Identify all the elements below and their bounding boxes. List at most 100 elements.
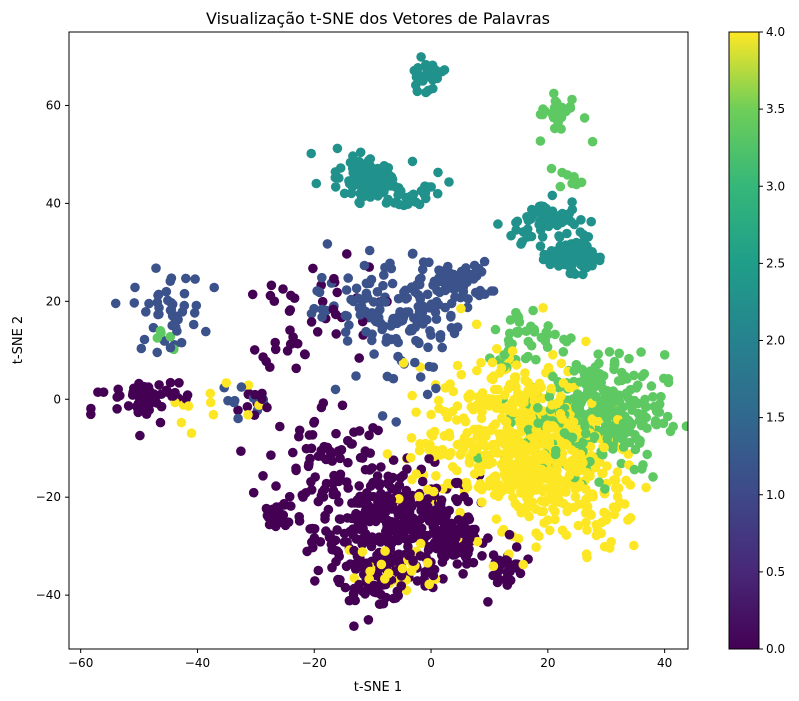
scatter-point [456, 369, 467, 380]
scatter-point [581, 484, 591, 495]
scatter-point [624, 353, 634, 364]
scatter-point [600, 484, 610, 494]
scatter-point [403, 541, 413, 552]
scatter-point [633, 398, 643, 409]
scatter-point [152, 333, 163, 343]
scatter-point [414, 199, 425, 210]
scatter-point [342, 336, 353, 346]
scatter-point [466, 437, 477, 448]
scatter-point [596, 528, 607, 539]
scatter-point [358, 523, 368, 534]
scatter-point [383, 471, 394, 482]
chart-title: Visualização t-SNE dos Vetores de Palavr… [206, 9, 550, 28]
scatter-point [344, 320, 354, 330]
x-tick-label: 20 [540, 656, 555, 670]
scatter-point [472, 400, 483, 410]
scatter-point [581, 428, 591, 439]
scatter-point [162, 387, 172, 397]
scatter-point [190, 274, 200, 284]
scatter-point [638, 418, 648, 429]
scatter-point [221, 378, 232, 388]
scatter-point [306, 148, 317, 159]
scatter-point [531, 354, 541, 365]
scatter-point [375, 318, 386, 328]
scatter-point [598, 371, 609, 381]
scatter-point [525, 409, 536, 420]
scatter-point [233, 413, 243, 424]
scatter-point [415, 514, 426, 525]
scatter-point [400, 534, 411, 544]
scatter-point [494, 574, 505, 585]
scatter-point [176, 417, 187, 428]
scatter-point [325, 453, 335, 463]
scatter-point [165, 377, 176, 388]
scatter-point [575, 449, 586, 460]
scatter-point [266, 450, 276, 461]
scatter-point [294, 425, 305, 436]
scatter-point [152, 347, 162, 358]
scatter-point [461, 263, 471, 273]
x-tick-label: 0 [427, 656, 435, 670]
x-axis-label: t-SNE 1 [354, 680, 402, 695]
scatter-point [355, 147, 366, 158]
scatter-point [529, 324, 539, 335]
scatter-point [343, 483, 354, 493]
scatter-point [413, 63, 423, 73]
scatter-point [690, 417, 700, 427]
scatter-point [578, 229, 588, 240]
scatter-point [576, 465, 587, 476]
scatter-point [284, 491, 295, 502]
scatter-point [442, 412, 453, 423]
scatter-point [410, 357, 420, 368]
scatter-point [189, 308, 200, 318]
y-axis-label: t-SNE 2 [11, 316, 26, 364]
scatter-point [355, 310, 366, 320]
scatter-point [373, 508, 383, 518]
scatter-point [548, 371, 558, 382]
scatter-point [305, 524, 315, 534]
scatter-point [541, 203, 551, 214]
scatter-point [517, 406, 528, 417]
y-tick-label: 40 [46, 196, 61, 210]
scatter-point [547, 400, 557, 410]
scatter-point [354, 481, 365, 491]
scatter-point [110, 298, 121, 309]
scatter-point [477, 407, 487, 417]
scatter-point [329, 273, 339, 284]
scatter-point [540, 451, 550, 461]
scatter-point [528, 389, 538, 400]
scatter-point [313, 565, 324, 576]
scatter-point [687, 442, 688, 447]
scatter-point [305, 453, 315, 464]
scatter-point [491, 403, 502, 414]
scatter-point [415, 294, 426, 305]
scatter-point [183, 401, 194, 411]
scatter-point [310, 472, 321, 482]
scatter-point [516, 395, 526, 406]
scatter-points [86, 52, 700, 631]
scatter-point [369, 174, 379, 185]
y-tick-label: 20 [46, 294, 61, 308]
scatter-point [426, 409, 436, 420]
scatter-point [236, 446, 246, 457]
scatter-point [520, 353, 531, 364]
scatter-point [586, 216, 596, 227]
scatter-point [605, 543, 615, 553]
scatter-point [646, 381, 657, 391]
scatter-point [424, 257, 434, 268]
scatter-point [354, 426, 365, 436]
scatter-point [309, 533, 320, 543]
scatter-point [312, 327, 323, 337]
scatter-point [499, 469, 510, 480]
scatter-point [347, 439, 358, 449]
scatter-point [475, 466, 486, 477]
scatter-point [543, 362, 554, 373]
scatter-point [300, 349, 310, 360]
scatter-point [378, 598, 389, 609]
scatter-point [502, 567, 512, 577]
scatter-point [546, 477, 556, 488]
scatter-point [331, 428, 341, 439]
scatter-point [452, 360, 463, 371]
scatter-point [394, 494, 404, 504]
scatter-point [339, 528, 350, 539]
